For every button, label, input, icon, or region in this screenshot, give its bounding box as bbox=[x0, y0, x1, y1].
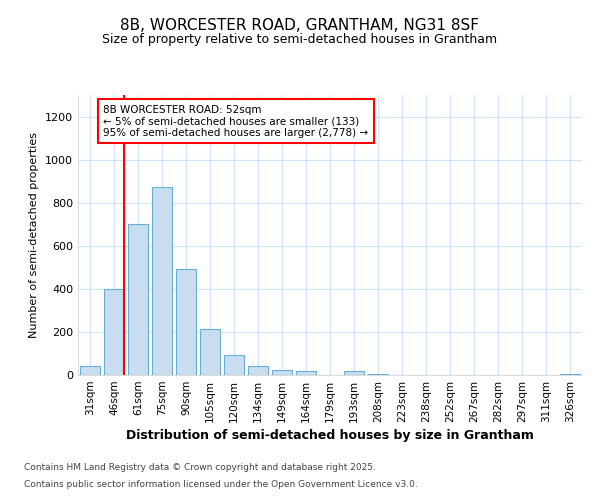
Bar bbox=[224, 354, 244, 375]
Text: Size of property relative to semi-detached houses in Grantham: Size of property relative to semi-detach… bbox=[103, 32, 497, 46]
Bar bbox=[80, 366, 100, 375]
Text: 8B, WORCESTER ROAD, GRANTHAM, NG31 8SF: 8B, WORCESTER ROAD, GRANTHAM, NG31 8SF bbox=[121, 18, 479, 32]
Text: 8B WORCESTER ROAD: 52sqm
← 5% of semi-detached houses are smaller (133)
95% of s: 8B WORCESTER ROAD: 52sqm ← 5% of semi-de… bbox=[103, 104, 368, 138]
Bar bbox=[104, 289, 124, 375]
Text: Contains public sector information licensed under the Open Government Licence v3: Contains public sector information licen… bbox=[24, 480, 418, 489]
Text: Contains HM Land Registry data © Crown copyright and database right 2025.: Contains HM Land Registry data © Crown c… bbox=[24, 462, 376, 471]
Bar bbox=[200, 328, 220, 375]
Bar bbox=[176, 270, 196, 375]
Bar bbox=[344, 370, 364, 375]
Bar bbox=[368, 374, 388, 375]
X-axis label: Distribution of semi-detached houses by size in Grantham: Distribution of semi-detached houses by … bbox=[126, 429, 534, 442]
Bar bbox=[296, 370, 316, 375]
Bar bbox=[248, 366, 268, 375]
Bar bbox=[128, 224, 148, 375]
Bar bbox=[560, 374, 580, 375]
Y-axis label: Number of semi-detached properties: Number of semi-detached properties bbox=[29, 132, 40, 338]
Bar bbox=[272, 370, 292, 375]
Bar bbox=[152, 186, 172, 375]
